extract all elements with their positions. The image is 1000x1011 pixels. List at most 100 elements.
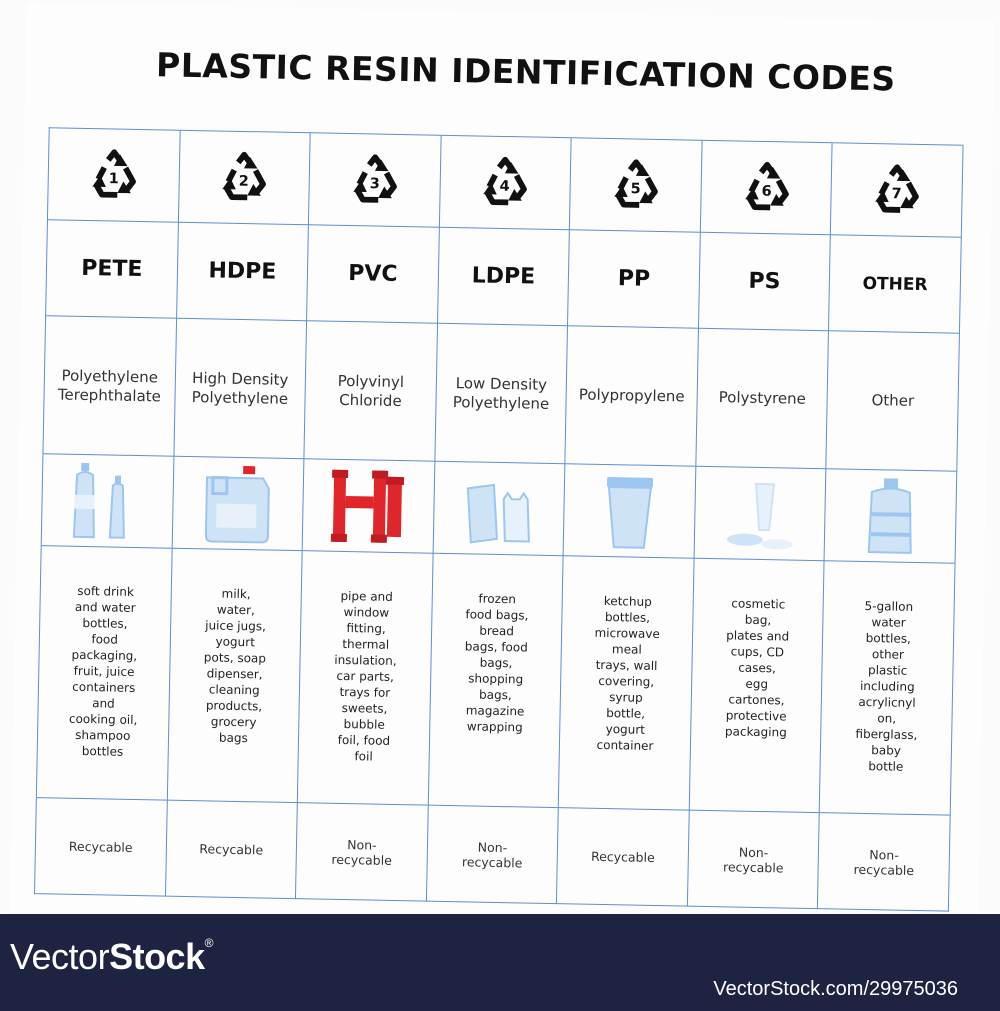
status-line-1: Recycable (199, 841, 264, 858)
name-2: High Density Polyethylene (173, 318, 308, 460)
svg-text:2: 2 (239, 173, 249, 189)
use-line: and (92, 696, 115, 711)
use-line: water, (216, 602, 255, 618)
recycle-4-icon: 4 (483, 156, 528, 205)
uses-3: pipe and window fitting, thermal insulation,… (297, 551, 434, 806)
recyclability-5: Recycable (557, 808, 690, 907)
use-line: and water (74, 599, 136, 615)
uses-list: pipe and window fitting, thermal insulation,… (332, 588, 398, 765)
pipe-fittings-icon (330, 469, 405, 543)
use-line: pots, soap (203, 650, 267, 666)
status-line-1: Non- (738, 844, 769, 860)
registered-mark: ® (204, 936, 214, 950)
recyclability-6: Non-recycable (687, 810, 821, 910)
use-line: syrup (609, 690, 643, 705)
use-line: wrapping (466, 719, 523, 735)
uses-list: ketchup bottles, microwave meal trays, wall c… (592, 593, 660, 754)
use-line: yogurt (605, 722, 646, 737)
use-line: egg (745, 676, 769, 692)
use-line: bottles, (82, 615, 128, 631)
name-line-1: Polypropylene (578, 385, 685, 406)
use-line: bags, food (464, 639, 528, 655)
vectorstock-logo: VectorStock® (10, 936, 213, 978)
use-line: cooking oil, (68, 711, 138, 728)
name-1: Polyethylene Terephthalate (43, 316, 177, 457)
use-line: thermal (342, 636, 390, 652)
recycle-1-icon: 1 (92, 148, 136, 198)
use-line: grocery (210, 714, 257, 730)
use-line: car parts, (336, 668, 394, 684)
use-line: 5-gallon (864, 598, 914, 614)
status-line-2: recycable (331, 851, 393, 868)
use-line: window (343, 604, 390, 620)
svg-text:1: 1 (108, 171, 118, 187)
recyclability-1: Recycable (35, 798, 168, 897)
abbr-pete: PETE (46, 220, 179, 319)
use-line: protective (725, 708, 787, 724)
use-line: bottles, (604, 610, 651, 625)
use-line: fitting, (346, 621, 386, 636)
use-line: container (596, 737, 654, 753)
product-image-2 (172, 456, 305, 552)
use-line: foil (354, 749, 373, 764)
uses-list: milk, water, juice jugs, yogurt pots, soap di… (202, 585, 267, 746)
abbr-pp: PP (568, 230, 701, 329)
name-4: Low Density Polyethylene (435, 323, 569, 465)
use-line: bottle, (606, 706, 646, 721)
use-line: bottles, (865, 631, 911, 646)
uses-2: milk, water, juice jugs, yogurt pots, soap di… (167, 548, 303, 804)
watermark-footer: VectorStock® VectorStock.com/29975036 (0, 914, 1000, 1011)
use-line: trays, wall (595, 657, 658, 674)
recycle-symbol-4: 4 (439, 135, 572, 231)
uses-list: 5-gallon water bottles, other plastic includi… (855, 598, 920, 775)
use-line: cases, (738, 660, 777, 676)
use-line: fruit, juice (73, 663, 135, 679)
name-7: Other (826, 331, 960, 472)
use-line: bubble (343, 717, 385, 732)
recycle-symbol-7: 7 (831, 143, 964, 238)
svg-text:3: 3 (369, 176, 379, 192)
use-line: shampoo (75, 727, 131, 743)
uses-4: frozen food bags, bread bags, food bags, shop… (428, 553, 564, 809)
use-line: juice jugs, (205, 618, 267, 634)
use-line: dipenser, (206, 666, 263, 682)
uses-5: ketchup bottles, microwave meal trays, wall c… (559, 556, 695, 811)
recycle-symbol-1: 1 (47, 128, 181, 223)
use-line: acrylicnyl (858, 694, 916, 710)
uses-list: soft drink and water bottles, food packaging… (68, 583, 140, 760)
use-line: cups, CD (730, 644, 785, 660)
name-line-1: Other (871, 391, 915, 410)
product-image-1 (41, 454, 174, 549)
name-line-1: Polystyrene (718, 388, 807, 408)
status-line-2: recycable (722, 858, 784, 875)
product-image-4 (433, 461, 566, 557)
detergent-jug-icon (205, 465, 271, 543)
use-line: trays for (339, 684, 391, 700)
use-line: packaging (724, 724, 787, 740)
name-line-2: Polyethylene (191, 387, 289, 408)
use-line: bottles (81, 743, 124, 759)
status-line-1: Non- (869, 846, 899, 863)
recycle-7-icon: 7 (875, 163, 919, 213)
use-line: pipe and (340, 588, 393, 604)
use-line: other (871, 647, 905, 662)
status-line-1: Recycable (590, 848, 655, 866)
use-line: milk, (221, 586, 251, 602)
use-line: frozen (478, 591, 517, 607)
name-line-1: Low Density (455, 373, 548, 394)
brand-prefix: Vector (10, 936, 110, 977)
recycle-symbol-6: 6 (700, 140, 833, 236)
use-line: food (91, 632, 119, 647)
recyclability-4: Non-recycable (426, 805, 560, 905)
use-line: plastic (867, 663, 908, 678)
status-line-2: recycable (853, 861, 915, 878)
name-line-1: Polyvinyl (337, 371, 405, 391)
use-line: food bags, (465, 607, 529, 623)
brand-suffix: Stock (109, 936, 205, 977)
chart-paper: PLASTIC RESIN IDENTIFICATION CODES 1 2 3… (9, 2, 995, 962)
use-line: bags, (478, 687, 512, 703)
use-line: sweets, (341, 700, 388, 716)
use-line: baby (871, 743, 902, 758)
uses-1: soft drink and water bottles, food packaging… (36, 546, 173, 801)
status-line-2: recycable (461, 853, 523, 870)
